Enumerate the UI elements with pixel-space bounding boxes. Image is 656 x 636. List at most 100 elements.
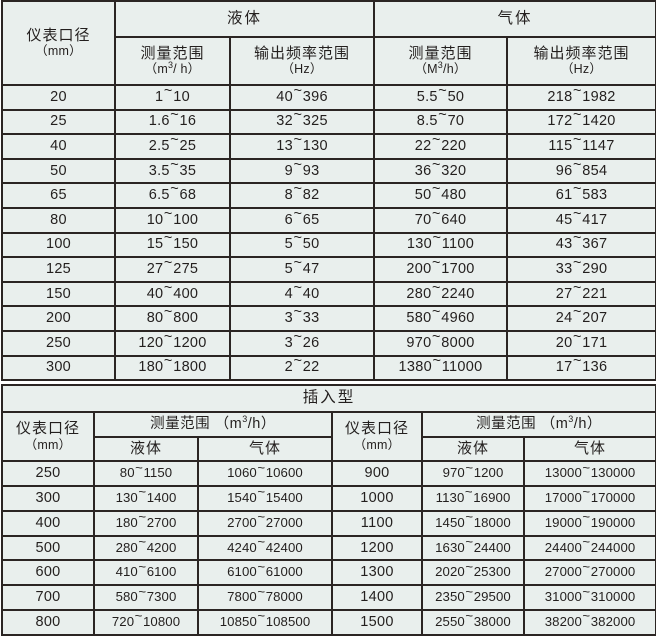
cell-liquid-frequency: 9~93	[228, 157, 376, 185]
cell-gas-frequency: 218~1982	[506, 84, 656, 111]
cell-gas-range-left: 2700~27000	[197, 509, 333, 537]
cell-gas-range-left: 10850~108500	[197, 608, 333, 636]
cell-liquid-frequency: 4~40	[228, 280, 376, 308]
cell-liquid-range: 2.5~25	[114, 133, 231, 160]
cell-caliber: 125	[1, 256, 116, 283]
cell-gas-range-left: 1060~10600	[197, 460, 333, 487]
cell-gas-range: 1380~11000	[373, 354, 509, 382]
cell-liquid-frequency: 2~22	[228, 354, 376, 382]
cell-gas-range: 5.5~50	[373, 84, 509, 111]
header-gas-frequency-unit: （Hz）	[560, 62, 603, 77]
cell-liquid-frequency: 5~47	[228, 256, 376, 283]
cell-caliber: 150	[1, 280, 116, 308]
header-caliber-unit: （mm）	[35, 44, 82, 59]
table-row: 700 580~7300 7800~78000 1400 2350~29500 31000…	[1, 584, 656, 611]
cell-caliber-right: 1300	[331, 559, 423, 587]
table-row: 800 720~10800 10850~108500 1500 2550~38000 38…	[1, 608, 656, 636]
header-caliber-right-label: 仪表口径	[344, 420, 409, 438]
cell-liquid-range: 27~275	[114, 256, 231, 283]
cell-caliber-left: 400	[1, 509, 95, 537]
header-liquid-left: 液体	[93, 436, 199, 463]
cell-caliber-left: 500	[1, 534, 95, 562]
cell-caliber: 65	[1, 182, 116, 209]
header-group-liquid: 液体	[113, 0, 376, 38]
cell-liquid-frequency: 3~33	[228, 305, 376, 332]
header-liquid-frequency-label: 输出频率范围	[254, 44, 351, 62]
cell-gas-range-left: 4240~42400	[197, 534, 333, 562]
cell-liquid-frequency: 5~50	[228, 231, 376, 259]
pipeline-type-flow-table: 仪表口径 （mm） 液体 气体 测量范围 （m3/ h） 输出频率范围	[1, 0, 656, 382]
cell-liquid-frequency: 32~325	[228, 108, 376, 136]
header-caliber-right: 仪表口径 （mm）	[331, 411, 423, 463]
cell-gas-frequency: 17~136	[506, 354, 656, 382]
cell-liquid-range-right: 2020~25300	[421, 559, 525, 587]
header-range-right: 测量范围 （m3/h）	[420, 411, 656, 439]
cell-liquid-frequency: 40~396	[228, 84, 376, 111]
cell-liquid-range-right: 970~1200	[421, 460, 525, 487]
cell-liquid-range: 3.5~35	[114, 157, 231, 185]
cell-liquid-range: 15~150	[114, 231, 231, 259]
cell-caliber-right: 1400	[331, 584, 423, 611]
cell-caliber-right: 1500	[331, 608, 423, 636]
cell-gas-range-left: 1540~15400	[197, 484, 333, 512]
table-row: 400 180~2700 2700~27000 1100 1450~18000 19000…	[1, 509, 656, 537]
cell-liquid-range: 1~10	[114, 84, 231, 111]
table-row: 65 6.5~68 8~82 50~480 61~583	[1, 182, 656, 209]
cell-caliber-left: 800	[1, 608, 95, 636]
cell-caliber-left: 250	[1, 460, 95, 487]
header-caliber-right-unit: （mm）	[353, 437, 401, 452]
cell-gas-range: 8.5~70	[373, 108, 509, 136]
cell-liquid-range: 1.6~16	[114, 108, 231, 136]
cell-gas-range-right: 24400~244000	[522, 534, 656, 562]
cell-liquid-range: 180~1800	[114, 354, 231, 382]
table-row: 300 130~1400 1540~15400 1000 1130~16900 17000…	[1, 484, 656, 512]
cell-gas-range-right: 38200~382000	[522, 608, 656, 636]
cell-caliber: 300	[1, 354, 116, 382]
cell-liquid-range-left: 410~6100	[93, 559, 199, 587]
header-caliber-left-label: 仪表口径	[15, 420, 80, 438]
cell-liquid-range-left: 80~1150	[93, 460, 199, 487]
cell-gas-range-right: 19000~190000	[522, 509, 656, 537]
cell-gas-range-right: 13000~130000	[522, 460, 656, 487]
cell-caliber: 50	[1, 157, 116, 185]
header-group-gas: 气体	[373, 0, 656, 38]
cell-liquid-range-left: 280~4200	[93, 534, 199, 562]
cell-liquid-range: 120~1200	[114, 329, 231, 357]
cell-gas-range: 22~220	[373, 133, 509, 160]
cell-liquid-range-right: 2550~38000	[421, 608, 525, 636]
cell-gas-range: 130~1100	[373, 231, 509, 259]
cell-caliber-right: 1000	[331, 484, 423, 512]
cell-liquid-range-right: 1130~16900	[421, 484, 525, 512]
table-row: 600 410~6100 6100~61000 1300 2020~25300 27000…	[1, 559, 656, 587]
cell-caliber-left: 300	[1, 484, 95, 512]
cell-caliber-left: 600	[1, 559, 95, 587]
cell-liquid-range-left: 580~7300	[93, 584, 199, 611]
cell-caliber: 250	[1, 329, 116, 357]
cell-gas-range: 70~640	[373, 206, 509, 234]
insertion-type-flow-table: 插入型 仪表口径 （mm） 测量范围 （m3/h） 仪表口径 （mm） 测量范围…	[0, 384, 656, 636]
header-liquid-right: 液体	[421, 436, 525, 463]
cell-caliber-left: 700	[1, 584, 95, 611]
cell-liquid-range-right: 1450~18000	[421, 509, 525, 537]
table-row: 500 280~4200 4240~42400 1200 1630~24400 24400…	[1, 534, 656, 562]
header-liquid-range-label: 测量范围	[140, 44, 205, 62]
header-gas-range-label: 测量范围	[408, 44, 473, 62]
header-liquid-range-unit: （m3/ h）	[144, 60, 201, 77]
header-gas-right: 气体	[522, 436, 656, 463]
cell-liquid-range: 10~100	[114, 206, 231, 234]
table-row: 250 80~1150 1060~10600 900 970~1200 13000~130…	[1, 460, 656, 487]
table2-header-row-group: 仪表口径 （mm） 测量范围 （m3/h） 仪表口径 （mm） 测量范围 （m3…	[1, 411, 656, 463]
header-range-left: 测量范围 （m3/h）	[93, 411, 333, 439]
cell-caliber: 20	[1, 84, 116, 111]
cell-gas-frequency: 20~171	[506, 329, 656, 357]
table-row: 300 180~1800 2~22 1380~11000 17~136	[1, 354, 656, 382]
cell-liquid-frequency: 3~26	[228, 329, 376, 357]
table-row: 200 80~800 3~33 580~4960 24~207	[1, 305, 656, 332]
cell-gas-range-left: 6100~61000	[197, 559, 333, 587]
cell-gas-range-left: 7800~78000	[197, 584, 333, 611]
header-liquid-frequency: 输出频率范围 （Hz）	[228, 36, 376, 86]
header-gas-range: 测量范围 （M3/h）	[373, 36, 509, 86]
cell-gas-frequency: 33~290	[506, 256, 656, 283]
cell-liquid-frequency: 6~65	[228, 206, 376, 234]
